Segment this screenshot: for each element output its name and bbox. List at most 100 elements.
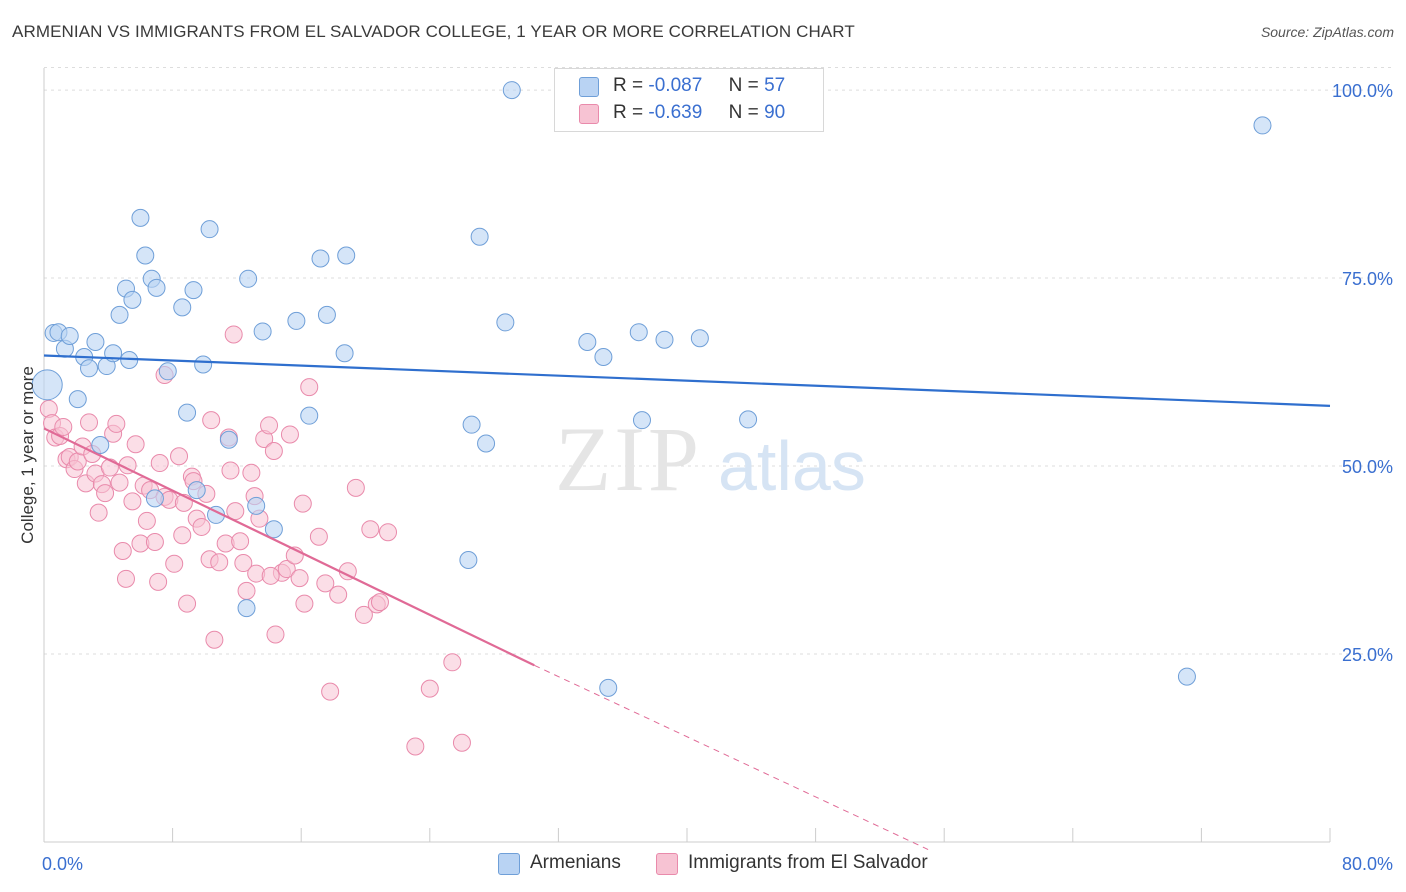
point-armenian bbox=[470, 227, 489, 246]
point-el-salvador bbox=[54, 417, 73, 436]
point-armenian bbox=[300, 406, 319, 425]
y-axis-label: College, 1 year or more bbox=[18, 366, 37, 544]
point-armenian bbox=[1253, 116, 1272, 135]
point-el-salvador bbox=[354, 605, 373, 624]
trendline-el-salvador bbox=[43, 427, 535, 667]
legend-r-label: R = bbox=[613, 102, 644, 123]
legend-swatch-pink bbox=[579, 104, 599, 124]
point-armenian bbox=[629, 323, 648, 342]
point-el-salvador bbox=[100, 458, 119, 477]
point-armenian bbox=[337, 246, 356, 265]
point-el-salvador bbox=[202, 411, 221, 430]
legend-r-value: -0.639 bbox=[648, 102, 703, 123]
bottom-legend-swatch-blue bbox=[498, 853, 520, 875]
point-armenian bbox=[136, 246, 155, 265]
point-armenian bbox=[335, 344, 354, 363]
point-armenian bbox=[219, 430, 238, 449]
point-armenian bbox=[200, 220, 219, 239]
legend-r-label: R = bbox=[613, 75, 644, 96]
point-armenian bbox=[110, 305, 129, 324]
point-el-salvador bbox=[221, 461, 240, 480]
point-armenian bbox=[502, 81, 521, 100]
watermark-zip: ZIP bbox=[555, 408, 702, 510]
bottom-legend-swatch-pink bbox=[656, 853, 678, 875]
point-el-salvador bbox=[145, 532, 164, 551]
point-el-salvador bbox=[116, 569, 135, 588]
point-armenian bbox=[1177, 667, 1196, 686]
point-el-salvador bbox=[370, 593, 389, 612]
point-el-salvador bbox=[266, 625, 285, 644]
point-el-salvador bbox=[113, 542, 132, 561]
legend-r-value: -0.087 bbox=[648, 75, 703, 96]
point-armenian bbox=[173, 298, 192, 317]
point-el-salvador bbox=[361, 520, 380, 539]
point-armenian bbox=[599, 678, 618, 697]
legend-n-label: N = bbox=[728, 75, 759, 96]
x-tick-label-max: 80.0% bbox=[1342, 854, 1393, 874]
point-armenian bbox=[578, 332, 597, 351]
point-el-salvador bbox=[170, 447, 189, 466]
point-armenian bbox=[147, 278, 166, 297]
point-armenian bbox=[237, 599, 256, 618]
point-el-salvador bbox=[137, 511, 156, 530]
point-el-salvador bbox=[406, 737, 425, 756]
bottom-legend-label: Immigrants from El Salvador bbox=[688, 852, 928, 873]
point-armenian bbox=[145, 489, 164, 508]
point-el-salvador bbox=[329, 585, 348, 604]
point-armenian bbox=[80, 359, 99, 378]
point-armenian bbox=[247, 496, 266, 515]
point-el-salvador bbox=[316, 574, 335, 593]
point-el-salvador bbox=[192, 517, 211, 536]
point-armenian bbox=[264, 520, 283, 539]
point-el-salvador bbox=[264, 442, 283, 460]
point-el-salvador bbox=[234, 554, 253, 573]
point-el-salvador bbox=[237, 581, 256, 600]
point-armenian bbox=[287, 311, 306, 330]
point-el-salvador bbox=[149, 572, 168, 591]
point-armenian bbox=[462, 415, 481, 434]
point-el-salvador bbox=[277, 560, 296, 579]
point-armenian bbox=[86, 332, 105, 351]
point-el-salvador bbox=[231, 532, 250, 551]
point-armenian bbox=[459, 551, 478, 570]
y-tick-label: 100.0% bbox=[1332, 81, 1393, 101]
point-el-salvador bbox=[205, 630, 224, 649]
trendline-el-salvador-extension bbox=[534, 664, 929, 850]
point-armenian bbox=[187, 481, 206, 500]
point-el-salvador bbox=[107, 414, 126, 433]
point-armenian bbox=[131, 208, 150, 227]
point-armenian bbox=[253, 322, 272, 341]
bottom-legend-label: Armenians bbox=[530, 852, 621, 873]
point-armenian bbox=[31, 369, 63, 401]
legend-swatch-blue bbox=[579, 77, 599, 97]
point-el-salvador bbox=[178, 594, 197, 613]
legend-n-value: 57 bbox=[764, 75, 786, 96]
y-tick-label: 50.0% bbox=[1342, 457, 1393, 477]
legend-n-value: 90 bbox=[764, 102, 786, 123]
point-el-salvador bbox=[443, 653, 462, 672]
point-el-salvador bbox=[260, 416, 279, 435]
point-el-salvador bbox=[290, 569, 309, 588]
point-el-salvador bbox=[123, 492, 142, 511]
point-el-salvador bbox=[96, 484, 115, 503]
point-el-salvador bbox=[346, 478, 365, 497]
point-armenian bbox=[632, 411, 651, 430]
legend-n-label: N = bbox=[728, 102, 759, 123]
point-armenian bbox=[317, 305, 336, 324]
point-armenian bbox=[655, 330, 674, 349]
point-armenian bbox=[184, 281, 203, 300]
point-el-salvador bbox=[210, 553, 229, 572]
point-el-salvador bbox=[420, 679, 439, 698]
point-armenian bbox=[739, 410, 758, 429]
point-armenian bbox=[311, 249, 330, 268]
point-el-salvador bbox=[379, 523, 398, 542]
point-el-salvador bbox=[224, 325, 243, 344]
chart-title: ARMENIAN VS IMMIGRANTS FROM EL SALVADOR … bbox=[12, 22, 855, 41]
point-armenian bbox=[68, 390, 87, 409]
point-armenian bbox=[158, 362, 177, 381]
point-armenian bbox=[594, 348, 613, 367]
watermark-atlas: atlas bbox=[718, 427, 866, 505]
y-tick-label: 25.0% bbox=[1342, 645, 1393, 665]
point-el-salvador bbox=[309, 527, 328, 546]
